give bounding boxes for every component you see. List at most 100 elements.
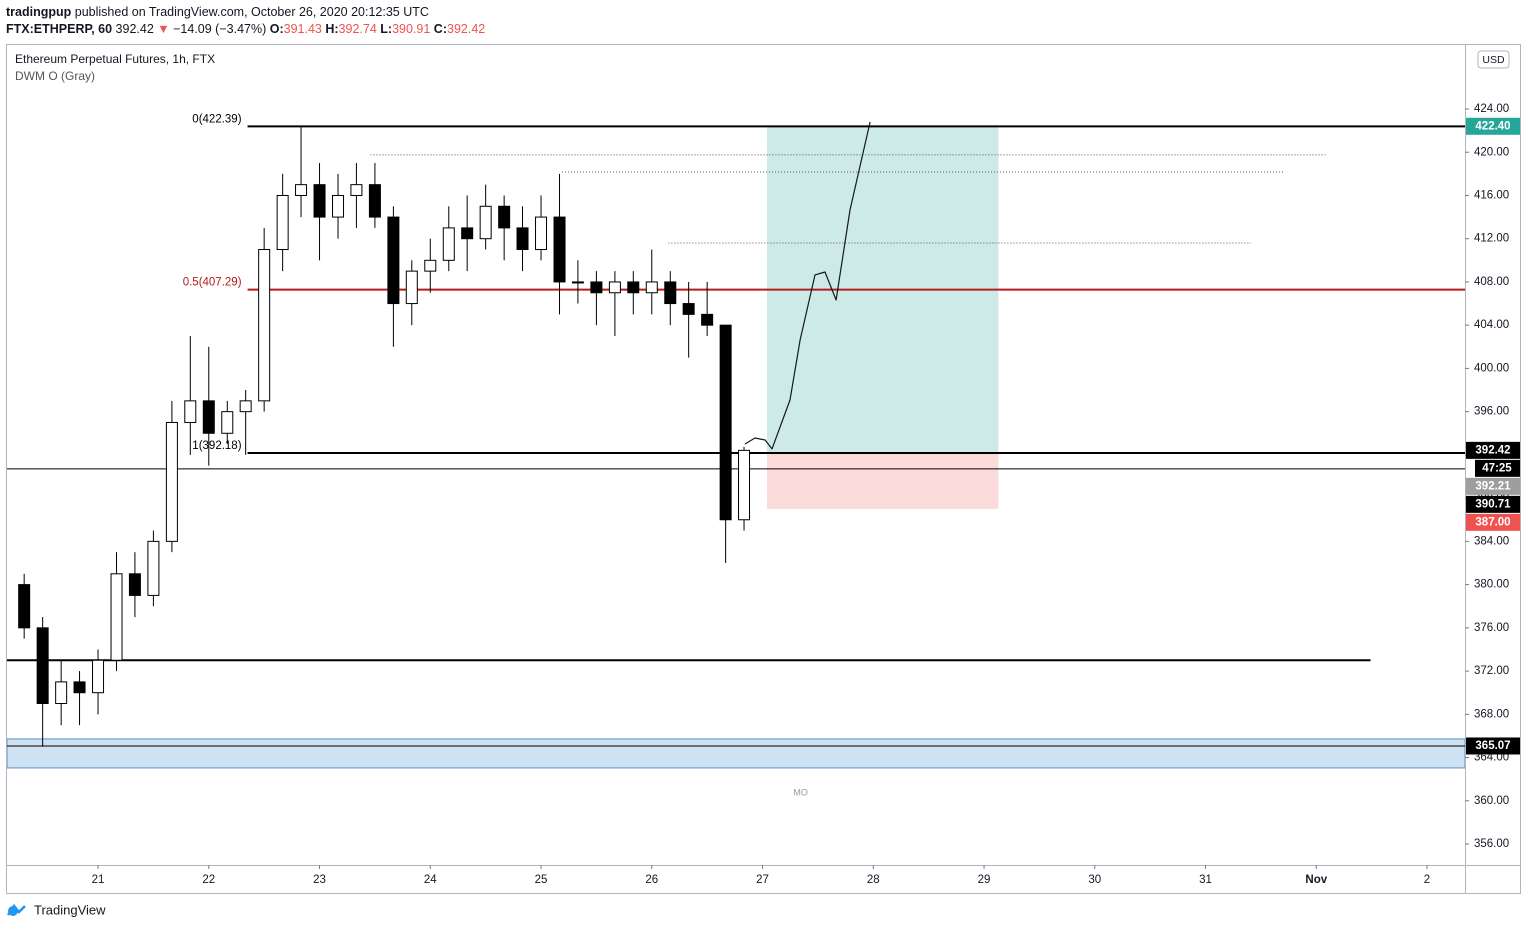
candle-body <box>664 281 677 305</box>
candle-body <box>387 216 400 305</box>
fib-label: 0(422.39) <box>192 113 241 125</box>
candle-body <box>571 281 584 284</box>
fib-label: 1(392.18) <box>192 440 241 452</box>
price-label: 390.71 <box>1475 498 1511 510</box>
candle-body <box>479 205 492 240</box>
axes: 356.00 360.00 364.00 368.00 372.00 376.00 380.… <box>92 103 1520 886</box>
y-tick-label: 396.00 <box>1474 406 1509 418</box>
x-tick-label: 2 <box>1424 874 1430 886</box>
watermark: MO <box>793 787 808 797</box>
candle-body <box>73 681 86 694</box>
candle-body <box>608 281 621 294</box>
x-tick-label: 22 <box>202 874 215 886</box>
candle-body <box>165 421 178 542</box>
candle-body <box>719 324 732 521</box>
arrow: ▼ <box>157 22 170 36</box>
y-tick-label: 384.00 <box>1474 535 1509 547</box>
price-label-bg <box>1466 117 1520 135</box>
ohlc-c: C:392.42 <box>434 22 485 36</box>
candle-body <box>645 281 658 294</box>
price-label: 387.00 <box>1475 516 1510 528</box>
y-tick-label: 364.00 <box>1474 752 1509 764</box>
label: L: <box>380 22 393 36</box>
price-label-bg <box>1466 737 1520 755</box>
candle-body <box>442 227 455 261</box>
candle-body <box>350 184 363 196</box>
candle-body <box>202 400 215 434</box>
x-tick-label: 25 <box>535 874 548 886</box>
frame <box>6 44 1521 894</box>
chart-title: Ethereum Perpetual Futures, 1h, FTX <box>15 52 215 66</box>
label: O: <box>269 22 284 36</box>
price-label: 422.40 <box>1475 120 1510 132</box>
candle-body <box>128 573 141 596</box>
stop-zone <box>766 452 999 509</box>
candle-body <box>276 194 289 251</box>
last: 392.42 <box>115 22 154 36</box>
value: 390.91 <box>392 22 431 36</box>
candle-body <box>295 184 308 196</box>
y-tick-label: 372.00 <box>1474 665 1509 677</box>
value: 391.43 <box>283 22 322 36</box>
y-tick-label: 412.00 <box>1474 233 1509 245</box>
fib-label: 0.5(407.29) <box>183 277 242 289</box>
candle-body <box>701 313 714 326</box>
candle-body <box>405 270 418 305</box>
candle-body <box>516 227 529 251</box>
y-tick-label: 424.00 <box>1474 103 1509 115</box>
candle-body <box>184 400 197 423</box>
candle-body <box>258 249 271 402</box>
y-tick-label: 400.00 <box>1474 362 1509 374</box>
label: C: <box>433 22 447 36</box>
price-label: 365.07 <box>1475 740 1510 752</box>
publish-line: tradingpup published on TradingView.com,… <box>6 4 485 21</box>
x-tick-label: 31 <box>1199 874 1212 886</box>
quote-line: FTX:ETHPERP, 60 392.42 ▼ −14.09 (−3.47%)… <box>6 21 485 38</box>
y-tick-label: 368.00 <box>1474 708 1509 720</box>
y-tick-label: 360.00 <box>1474 795 1509 807</box>
currency-button[interactable] <box>1477 50 1510 69</box>
y-tick-label: 408.00 <box>1474 276 1509 288</box>
price-label-bg <box>1466 441 1520 459</box>
candle-body <box>535 216 548 251</box>
y-tick-label: 376.00 <box>1474 622 1509 634</box>
candle-body <box>553 216 566 283</box>
candle-body <box>627 281 640 294</box>
price-label-bg <box>1466 513 1520 531</box>
countdown-bg <box>1475 459 1520 477</box>
candle-body <box>738 449 751 521</box>
value: 392.74 <box>338 22 377 36</box>
candle-body <box>221 411 234 434</box>
y-tick-label: 356.00 <box>1474 838 1509 850</box>
indicator-name: DWM O (Gray) <box>15 69 95 83</box>
ohlc-h: H:392.74 <box>325 22 376 36</box>
price-label-bg <box>1466 495 1520 513</box>
x-tick-label: Nov <box>1305 874 1327 886</box>
y-tick-label: 404.00 <box>1474 319 1509 331</box>
zone <box>7 738 1465 769</box>
countdown: 47:25 <box>1482 462 1512 474</box>
x-tick-label: 28 <box>867 874 880 886</box>
x-tick-label: 29 <box>978 874 991 886</box>
candle-body <box>55 681 68 705</box>
candle-body <box>424 259 437 272</box>
label: H: <box>325 22 339 36</box>
candle-body <box>18 584 31 629</box>
price-label: 392.21 <box>1475 480 1511 492</box>
candle-body <box>682 303 695 315</box>
author: tradingpup <box>6 5 72 19</box>
candle-body <box>313 184 326 218</box>
change: −14.09 (−3.47%) <box>173 22 267 36</box>
candle-body <box>498 205 511 229</box>
ohlc-o: O:391.43 <box>270 22 322 36</box>
candle-body <box>147 540 160 596</box>
ohlc-l: L:390.91 <box>380 22 430 36</box>
candle-body <box>239 400 252 413</box>
brand: TradingView <box>34 902 106 917</box>
price-label: 392.42 <box>1475 444 1510 456</box>
currency: USD <box>1482 54 1505 66</box>
symbol: FTX:ETHPERP, 60 <box>6 22 113 36</box>
y-tick-label: 416.00 <box>1474 189 1509 201</box>
published: published on TradingView.com, October 26… <box>74 5 429 19</box>
brand-logo <box>6 903 26 916</box>
